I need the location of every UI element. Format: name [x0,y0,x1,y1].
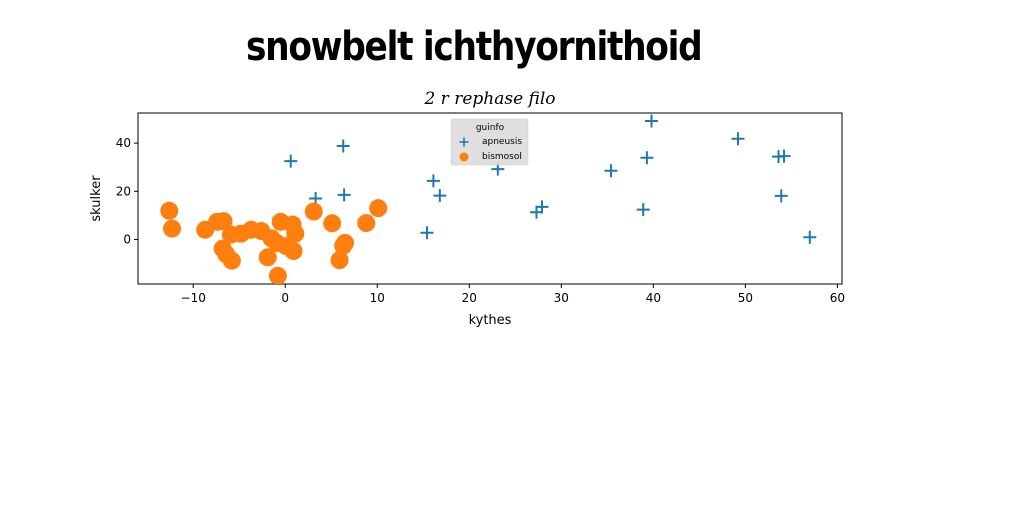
legend: guinfo apneusis bismosol [450,118,529,166]
data-point-apneusis [336,139,350,153]
data-point-apneusis [426,174,440,188]
x-tick-label: 50 [738,291,753,305]
legend-title: guinfo [476,123,505,133]
series-apneusis [284,114,817,244]
x-axis-label: kythes [469,313,512,328]
data-point-bismosol [284,242,303,261]
data-point-apneusis [636,203,650,217]
data-point-bismosol [258,248,277,267]
data-point-apneusis [774,189,788,203]
data-point-bismosol [369,199,388,218]
legend-circle-marker [459,152,469,162]
data-point-bismosol [330,251,349,270]
x-tick-label: 60 [830,291,845,305]
y-axis-label: skulker [89,175,104,222]
data-point-apneusis [535,200,549,214]
data-point-apneusis [420,226,434,240]
x-axis: −10 0 10 20 30 40 50 60 [181,284,845,305]
y-tick-label: 40 [116,136,131,150]
data-point-apneusis [645,114,659,128]
data-point-apneusis [731,132,745,146]
x-tick-label: 40 [646,291,661,305]
x-tick-label: 30 [554,291,569,305]
y-axis: 0 20 40 [116,136,138,246]
chart-title: 2 r rephase filo [423,89,555,109]
data-point-bismosol [222,251,241,270]
y-tick-label: 0 [123,232,131,246]
data-point-apneusis [337,188,351,202]
data-point-bismosol [214,212,233,231]
data-point-apneusis [604,164,618,178]
x-tick-label: −10 [181,291,206,305]
data-point-bismosol [323,214,342,233]
data-point-bismosol [286,224,305,243]
data-point-bismosol [160,201,179,220]
data-point-apneusis [640,151,654,165]
data-point-bismosol [304,202,323,221]
data-point-bismosol [357,214,376,233]
data-point-bismosol [336,233,355,252]
x-tick-label: 10 [370,291,385,305]
data-point-apneusis [803,230,817,244]
data-point-apneusis [777,149,791,163]
legend-box [450,118,529,166]
legend-plus-marker [459,137,469,147]
x-tick-label: 20 [462,291,477,305]
plot-frame [137,112,843,285]
data-point-apneusis [433,189,447,203]
series-bismosol [160,199,388,284]
x-tick-label: 0 [281,291,289,305]
data-point-bismosol [268,266,287,284]
legend-label-bismosol: bismosol [482,152,522,162]
data-point-apneusis [284,154,298,168]
data-point-bismosol [163,219,182,238]
y-tick-label: 20 [116,184,131,198]
legend-label-apneusis: apneusis [482,137,522,147]
data-points [160,114,817,284]
